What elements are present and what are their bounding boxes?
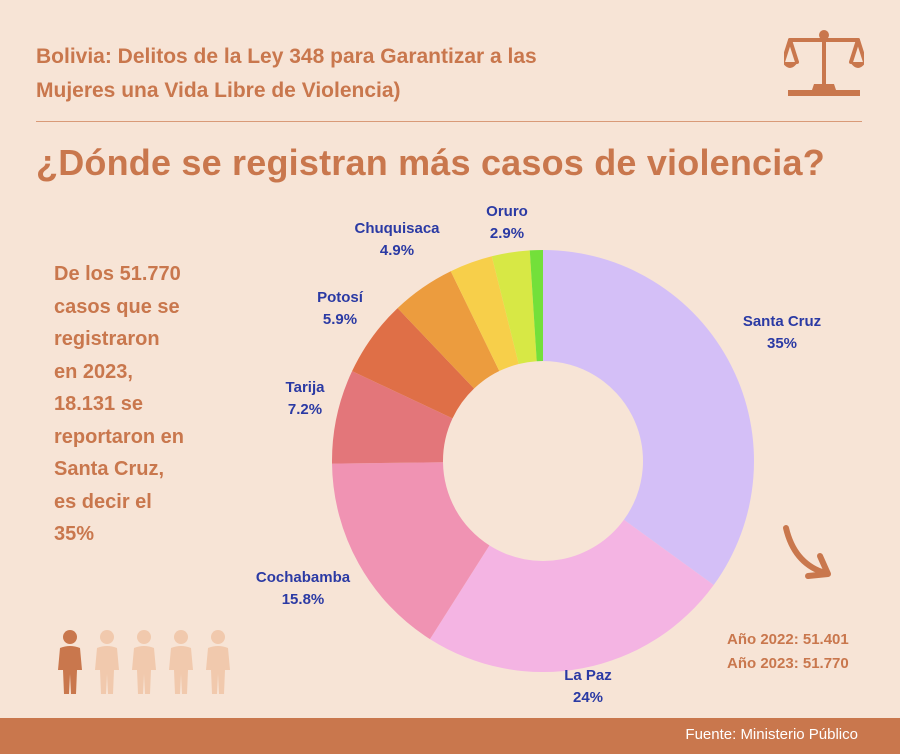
- header-title-line2: Mujeres una Vida Libre de Violencia): [36, 79, 401, 102]
- slice-category-label: La Paz: [564, 667, 612, 684]
- slice-value-label: 5.9%: [323, 311, 357, 328]
- summary-line: reportaron en: [54, 425, 185, 448]
- slice-category-label: Santa Cruz: [743, 313, 821, 330]
- donut-slice-tarija: [332, 371, 453, 464]
- source-note: Fuente: Ministerio Público: [685, 726, 858, 743]
- donut-slice-cochabamba: [332, 462, 490, 640]
- slice-category-label: Potosí: [317, 289, 364, 306]
- year-2023-total: Año 2023: 51.770: [727, 655, 849, 672]
- slice-value-label: 7.2%: [288, 401, 322, 418]
- donut-slice-santa-cruz: [543, 250, 754, 586]
- slice-value-label: 24%: [573, 689, 603, 706]
- people-icon: [58, 630, 230, 694]
- person-icon: [206, 630, 230, 694]
- chart-question-title: ¿Dónde se registran más casos de violenc…: [36, 142, 825, 183]
- slice-value-label: 4.9%: [380, 242, 414, 259]
- donut-slice-oruro: [491, 250, 537, 364]
- person-icon: [132, 630, 156, 694]
- slice-category-label: Oruro: [486, 203, 528, 220]
- summary-line: De los 51.770: [54, 263, 181, 285]
- summary-line: Santa Cruz,: [54, 458, 165, 480]
- person-icon: [169, 630, 193, 694]
- person-icon-highlighted: [58, 630, 82, 694]
- person-icon: [95, 630, 119, 694]
- summary-line: casos que se: [54, 295, 180, 318]
- summary-line: en 2023,: [54, 360, 133, 383]
- header-title-line1: Bolivia: Delitos de la Ley 348 para Gara…: [36, 45, 537, 68]
- header-divider: [36, 121, 862, 122]
- donut-slice-chuquisaca: [397, 271, 500, 389]
- summary-line: 35%: [54, 523, 95, 545]
- footer-bar: Fuente: Ministerio Público: [0, 718, 900, 754]
- curved-arrow-icon: [783, 525, 831, 579]
- header-title: Bolivia: Delitos de la Ley 348 para Gara…: [36, 40, 656, 108]
- summary-line: es decir el: [54, 490, 152, 513]
- year-2022-total: Año 2022: 51.401: [727, 631, 849, 648]
- slice-value-label: 35%: [767, 335, 797, 352]
- slice-value-label: 2.9%: [490, 225, 524, 242]
- year-totals: Año 2022: 51.401 Año 2023: 51.770: [727, 628, 897, 676]
- slice-value-label: 15.8%: [282, 591, 325, 608]
- slice-category-label: Tarija: [286, 379, 326, 396]
- slice-category-label: Chuquisaca: [354, 220, 440, 237]
- summary-line: registraron: [54, 328, 160, 350]
- scale-of-justice-icon: [784, 30, 864, 96]
- donut-slice: [450, 256, 519, 372]
- donut-slice-la-paz: [429, 519, 714, 673]
- slice-category-label: Cochabamba: [256, 569, 351, 586]
- donut-slice-potosí: [352, 308, 475, 419]
- summary-text: De los 51.770 casos que se registraron e…: [54, 258, 254, 551]
- donut-slice: [529, 250, 543, 362]
- summary-line: 18.131 se: [54, 393, 143, 415]
